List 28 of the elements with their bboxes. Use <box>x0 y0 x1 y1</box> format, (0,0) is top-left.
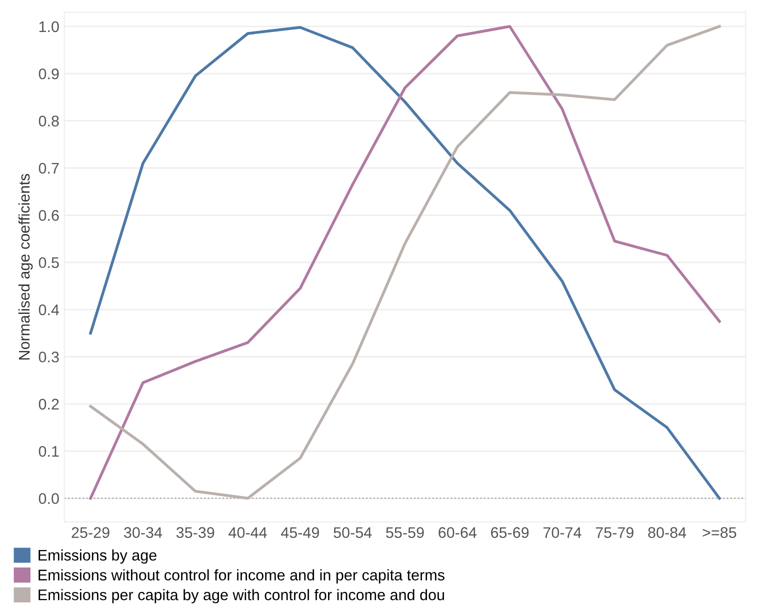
x-tick-label: 40-44 <box>228 527 267 538</box>
x-tick-label: 70-74 <box>543 527 582 538</box>
legend-label: Emissions per capita by age with control for income and dou <box>38 589 444 604</box>
y-tick-label: 0.9 <box>38 68 59 80</box>
y-tick-label: 0.0 <box>38 493 59 504</box>
y-tick-label: 0.1 <box>38 446 59 457</box>
x-tick-label: 25-29 <box>72 527 110 538</box>
y-tick-label: 0.7 <box>38 162 59 174</box>
y-tick-label: 0.2 <box>38 398 59 410</box>
y-tick-label: 0.6 <box>38 210 59 221</box>
x-tick-label: 30-34 <box>124 527 162 538</box>
x-tick-label: 60-64 <box>438 527 476 538</box>
x-tick-label: 50-54 <box>334 527 372 538</box>
x-tick-label: 35-39 <box>176 527 214 538</box>
x-tick-label: 80-84 <box>648 527 686 538</box>
y-tick-label: 0.3 <box>38 352 59 362</box>
x-tick-label: >=85 <box>702 527 736 538</box>
x-tick-label: 75-79 <box>596 527 634 538</box>
x-tick-label: 45-49 <box>280 527 319 538</box>
legend-label: Emissions without control for income and in per capita terms <box>38 569 444 584</box>
y-tick-label: 0.4 <box>38 304 60 316</box>
y-tick-label: 1.0 <box>39 21 59 32</box>
y-tick-label: 0.8 <box>38 116 59 126</box>
y-axis-title: Normalised age coefficients <box>18 174 33 360</box>
legend-label: Emissions by age <box>38 549 156 564</box>
x-tick-label: 65-69 <box>491 527 529 538</box>
x-tick-label: 55-59 <box>386 527 424 538</box>
y-tick-label: 0.5 <box>38 257 59 268</box>
